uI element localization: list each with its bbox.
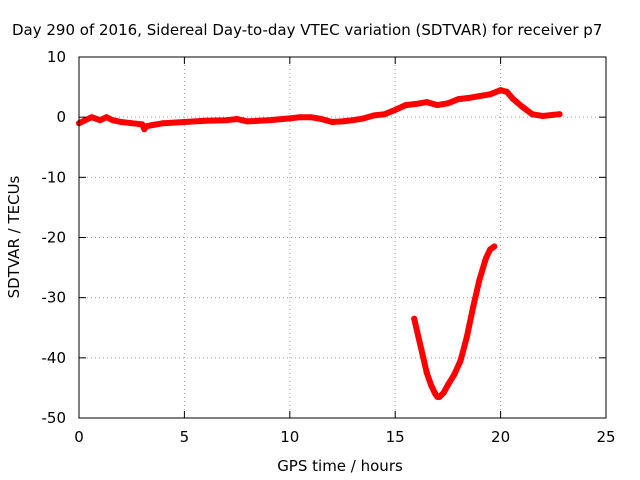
data-point — [503, 88, 510, 95]
data-point — [286, 115, 293, 122]
data-point — [457, 357, 464, 364]
data-point — [88, 114, 95, 121]
data-point — [556, 111, 563, 118]
x-tick-label: 0 — [74, 428, 84, 446]
data-point — [143, 123, 150, 130]
data-point — [118, 119, 125, 125]
x-tick-label: 15 — [386, 428, 405, 446]
data-point — [265, 117, 272, 124]
chart-title: Day 290 of 2016, Sidereal Day-to-day VTE… — [12, 21, 602, 39]
data-point — [451, 371, 458, 378]
data-point — [487, 91, 494, 98]
data-point — [381, 111, 388, 118]
y-tick-label: -50 — [42, 409, 67, 427]
data-point — [487, 246, 494, 253]
y-tick-label: -20 — [42, 229, 67, 247]
data-point — [444, 100, 451, 107]
data-point — [82, 117, 89, 124]
data-point — [97, 117, 104, 124]
y-tick-label: -10 — [42, 168, 67, 186]
x-tick-label: 10 — [280, 428, 299, 446]
data-point — [234, 116, 241, 122]
data-point — [329, 119, 335, 125]
data-point — [518, 103, 525, 110]
data-point — [470, 303, 477, 310]
data-point — [371, 112, 378, 119]
data-point — [255, 117, 262, 124]
data-point — [411, 315, 418, 322]
data-point — [491, 243, 498, 250]
y-tick-label: 10 — [47, 48, 66, 66]
data-point — [350, 117, 356, 124]
x-tick-label: 25 — [596, 428, 615, 446]
data-point — [128, 120, 135, 127]
data-point — [550, 111, 557, 118]
x-axis-label: GPS time / hours — [277, 457, 403, 475]
data-point — [428, 381, 434, 388]
plot-area — [76, 87, 563, 400]
data-point — [466, 94, 472, 101]
data-point — [415, 333, 422, 340]
axis-ticks: 0 5 10 15 20 25 -50 -40 -30 -20 -10 0 10 — [42, 48, 616, 446]
data-point — [444, 381, 451, 388]
data-point — [223, 117, 230, 124]
data-point — [413, 100, 420, 107]
data-point — [244, 118, 251, 125]
data-point — [307, 114, 314, 121]
data-point — [539, 113, 546, 119]
data-point — [160, 120, 167, 127]
data-point — [436, 393, 443, 400]
data-point — [181, 119, 188, 125]
data-point — [419, 351, 426, 358]
data-point — [318, 116, 325, 122]
data-point — [434, 102, 441, 109]
x-tick-label: 5 — [180, 428, 190, 446]
data-point — [476, 276, 483, 283]
data-point — [455, 96, 462, 103]
data-point — [497, 87, 504, 94]
series-line-2 — [411, 243, 498, 400]
data-point — [402, 102, 409, 109]
x-tick-label: 20 — [491, 428, 510, 446]
data-point — [423, 99, 430, 106]
data-point — [482, 255, 489, 262]
y-tick-label: -30 — [42, 289, 67, 307]
data-point — [529, 111, 536, 118]
data-point — [510, 96, 517, 103]
data-point — [297, 114, 304, 121]
data-point — [463, 333, 470, 340]
data-point — [202, 117, 209, 124]
data-point — [440, 389, 447, 396]
y-tick-label: 0 — [56, 108, 66, 126]
y-axis-label: SDTVAR / TECUs — [5, 175, 23, 298]
data-point — [392, 106, 399, 113]
data-point — [360, 115, 367, 122]
data-point — [423, 369, 430, 376]
y-tick-label: -40 — [42, 349, 67, 367]
data-point — [103, 114, 110, 121]
data-point — [149, 122, 156, 128]
data-point — [339, 118, 346, 125]
data-point — [109, 117, 116, 124]
data-point — [476, 93, 483, 100]
